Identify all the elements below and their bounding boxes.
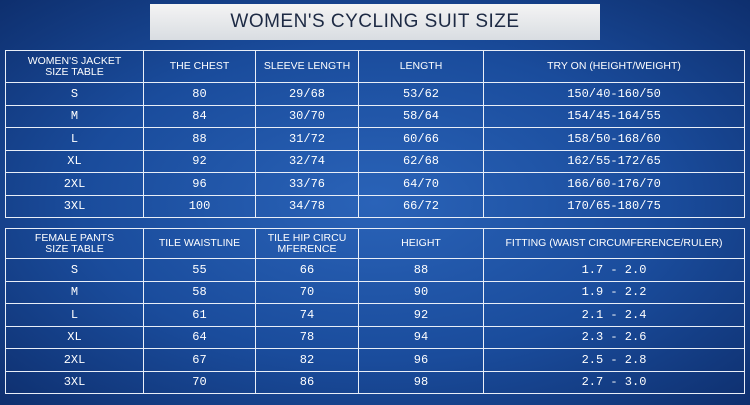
cell: 162/55-172/65: [483, 149, 745, 173]
cell: 1.9 - 2.2: [483, 280, 745, 304]
cell: 80: [143, 82, 256, 106]
cell: 34/78: [255, 194, 359, 218]
header-cell: TILE HIP CIRCU MFERENCE: [255, 228, 359, 259]
data-row: M 58 70 90 1.9 - 2.2: [5, 280, 745, 304]
cell: 70: [255, 280, 359, 304]
cell: 98: [358, 370, 484, 394]
cell: S: [5, 258, 144, 282]
cell: 70: [143, 370, 256, 394]
cell: 3XL: [5, 370, 144, 394]
jacket-table: WOMEN'S JACKET SIZE TABLE THE CHEST SLEEVE…: [5, 50, 745, 218]
title: WOMEN'S CYCLING SUIT SIZE: [150, 4, 600, 40]
cell: 100: [143, 194, 256, 218]
cell: 32/74: [255, 149, 359, 173]
header-cell: HEIGHT: [358, 228, 484, 259]
cell: 150/40-160/50: [483, 82, 745, 106]
cell: 55: [143, 258, 256, 282]
cell: 3XL: [5, 194, 144, 218]
cell: S: [5, 82, 144, 106]
cell: 88: [358, 258, 484, 282]
cell: 92: [143, 149, 256, 173]
header-cell: WOMEN'S JACKET SIZE TABLE: [5, 50, 144, 83]
cell: XL: [5, 149, 144, 173]
cell: 86: [255, 370, 359, 394]
cell: 64: [143, 325, 256, 349]
header-cell: TILE WAISTLINE: [143, 228, 256, 259]
data-row: XL 92 32/74 62/68 162/55-172/65: [5, 149, 745, 173]
data-row: 3XL 100 34/78 66/72 170/65-180/75: [5, 194, 745, 218]
cell: 61: [143, 303, 256, 327]
data-row: M 84 30/70 58/64 154/45-164/55: [5, 104, 745, 128]
cell: L: [5, 303, 144, 327]
header-cell: FEMALE PANTS SIZE TABLE: [5, 228, 144, 259]
cell: 166/60-176/70: [483, 172, 745, 196]
cell: 58/64: [358, 104, 484, 128]
cell: 90: [358, 280, 484, 304]
cell: 29/68: [255, 82, 359, 106]
cell: 92: [358, 303, 484, 327]
data-row: L 61 74 92 2.1 - 2.4: [5, 303, 745, 327]
header-cell: LENGTH: [358, 50, 484, 83]
cell: L: [5, 127, 144, 151]
data-row: 2XL 67 82 96 2.5 - 2.8: [5, 348, 745, 372]
cell: 2.3 - 2.6: [483, 325, 745, 349]
header-row: FEMALE PANTS SIZE TABLE TILE WAISTLINE TIL…: [5, 228, 745, 259]
pants-table: FEMALE PANTS SIZE TABLE TILE WAISTLINE TIL…: [5, 228, 745, 394]
header-row: WOMEN'S JACKET SIZE TABLE THE CHEST SLEEVE…: [5, 50, 745, 83]
cell: 2.7 - 3.0: [483, 370, 745, 394]
header-cell: TRY ON (HEIGHT/WEIGHT): [483, 50, 745, 83]
cell: 62/68: [358, 149, 484, 173]
cell: 53/62: [358, 82, 484, 106]
cell: 88: [143, 127, 256, 151]
cell: 58: [143, 280, 256, 304]
cell: XL: [5, 325, 144, 349]
cell: 66: [255, 258, 359, 282]
data-row: S 80 29/68 53/62 150/40-160/50: [5, 82, 745, 106]
cell: 2XL: [5, 172, 144, 196]
cell: 33/76: [255, 172, 359, 196]
cell: 67: [143, 348, 256, 372]
cell: 84: [143, 104, 256, 128]
header-cell: THE CHEST: [143, 50, 256, 83]
cell: M: [5, 280, 144, 304]
cell: 154/45-164/55: [483, 104, 745, 128]
data-row: 2XL 96 33/76 64/70 166/60-176/70: [5, 172, 745, 196]
cell: 2XL: [5, 348, 144, 372]
cell: 82: [255, 348, 359, 372]
header-cell: FITTING (WAIST CIRCUMFERENCE/RULER): [483, 228, 745, 259]
data-row: 3XL 70 86 98 2.7 - 3.0: [5, 370, 745, 394]
header-cell: SLEEVE LENGTH: [255, 50, 359, 83]
cell: 94: [358, 325, 484, 349]
cell: 158/50-168/60: [483, 127, 745, 151]
cell: 66/72: [358, 194, 484, 218]
cell: 78: [255, 325, 359, 349]
cell: 64/70: [358, 172, 484, 196]
cell: 31/72: [255, 127, 359, 151]
cell: 2.1 - 2.4: [483, 303, 745, 327]
data-row: L 88 31/72 60/66 158/50-168/60: [5, 127, 745, 151]
cell: M: [5, 104, 144, 128]
data-row: S 55 66 88 1.7 - 2.0: [5, 258, 745, 282]
cell: 74: [255, 303, 359, 327]
cell: 30/70: [255, 104, 359, 128]
cell: 170/65-180/75: [483, 194, 745, 218]
cell: 1.7 - 2.0: [483, 258, 745, 282]
cell: 60/66: [358, 127, 484, 151]
data-row: XL 64 78 94 2.3 - 2.6: [5, 325, 745, 349]
cell: 96: [358, 348, 484, 372]
cell: 96: [143, 172, 256, 196]
cell: 2.5 - 2.8: [483, 348, 745, 372]
